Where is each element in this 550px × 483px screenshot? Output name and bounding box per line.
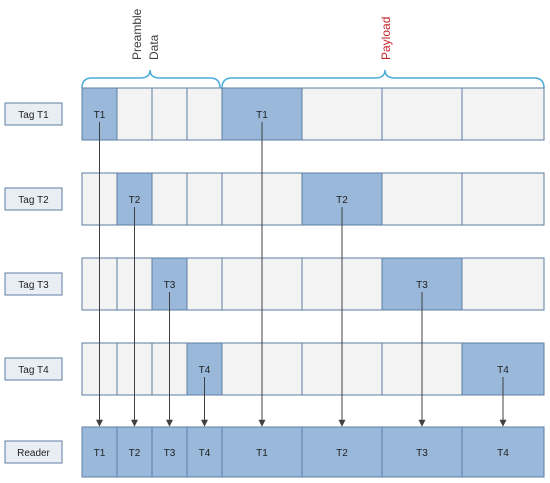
reader-slot-4-label: T4 [199, 448, 211, 459]
tag-rows: Tag T1 T1 T1 Tag T2 T2 T2 Tag T3 T3 T3 Tag T4 T4 T4 [4, 87, 545, 396]
preamble-slot-2-3 [151, 172, 188, 226]
payload-slot-2-3 [381, 172, 463, 226]
reader-slot-8 [461, 426, 545, 478]
preamble-brace [81, 69, 221, 89]
payload-slot-1-4 [461, 87, 545, 141]
tag-row-3: Tag T3 T3 T3 [4, 257, 545, 311]
preamble-slot-2-2-label: T2 [129, 195, 141, 206]
reader-label-box [4, 440, 63, 464]
reader-slot-3-label: T3 [164, 448, 176, 459]
preamble-slot-1-4 [186, 87, 223, 141]
reader-slot-5-label: T1 [256, 448, 268, 459]
payload-slot-3-4 [461, 257, 545, 311]
tag-label-3: Tag T3 [18, 280, 49, 291]
reader-slot-2-label: T2 [129, 448, 141, 459]
tag-label-1: Tag T1 [18, 110, 49, 121]
payload-slot-4-4-label: T4 [497, 365, 509, 376]
reader-slot-7-label: T3 [416, 448, 428, 459]
tag-row-4: Tag T4 T4 T4 [4, 342, 545, 396]
tag-row-2: Tag T2 T2 T2 [4, 172, 545, 226]
preamble-slot-2-4 [186, 172, 223, 226]
tag-label-1-box [4, 102, 63, 126]
payload-slot-1-1-label: T1 [256, 110, 268, 121]
payload-slot-2-2-label: T2 [336, 195, 348, 206]
preamble-slot-4-4-label: T4 [199, 365, 211, 376]
tag-label-2-box [4, 187, 63, 211]
reader-slot-6 [301, 426, 383, 478]
preamble-slot-3-3-label: T3 [164, 280, 176, 291]
reader-slot-7 [381, 426, 463, 478]
tag-label-4: Tag T4 [18, 365, 49, 376]
reader-slot-4 [186, 426, 223, 478]
tag-row-1: Tag T1 T1 T1 [4, 87, 545, 141]
payload-slot-2-4 [461, 172, 545, 226]
preamble-slot-1-1-label: T1 [94, 110, 106, 121]
tag-label-4-box [4, 357, 63, 381]
tag-label-3-box [4, 272, 63, 296]
reader-slot-1-label: T1 [94, 448, 106, 459]
preamble-slot-1-3 [151, 87, 188, 141]
reader-slot-2 [116, 426, 153, 478]
payload-slot-1-2 [301, 87, 383, 141]
payload-label: Payload [379, 17, 393, 60]
reader-slot-1 [81, 426, 118, 478]
preamble-slot-1-2 [116, 87, 153, 141]
preamble-slot-3-4 [186, 257, 223, 311]
reader-label: Reader [17, 448, 50, 459]
payload-slot-1-3 [381, 87, 463, 141]
tag-label-2: Tag T2 [18, 195, 49, 206]
payload-brace [221, 69, 545, 89]
reader-slot-5 [221, 426, 303, 478]
reader-slot-8-label: T4 [497, 448, 509, 459]
preamble-label: Preamble [130, 8, 144, 60]
payload-slot-3-3-label: T3 [416, 280, 428, 291]
data-label: Data [147, 34, 161, 60]
reader-slot-3 [151, 426, 188, 478]
reader-slot-6-label: T2 [336, 448, 348, 459]
reader-row: Reader T1 T2 T3 T4 T1 T2 T3 T4 [4, 426, 545, 478]
arrows [96, 122, 507, 427]
